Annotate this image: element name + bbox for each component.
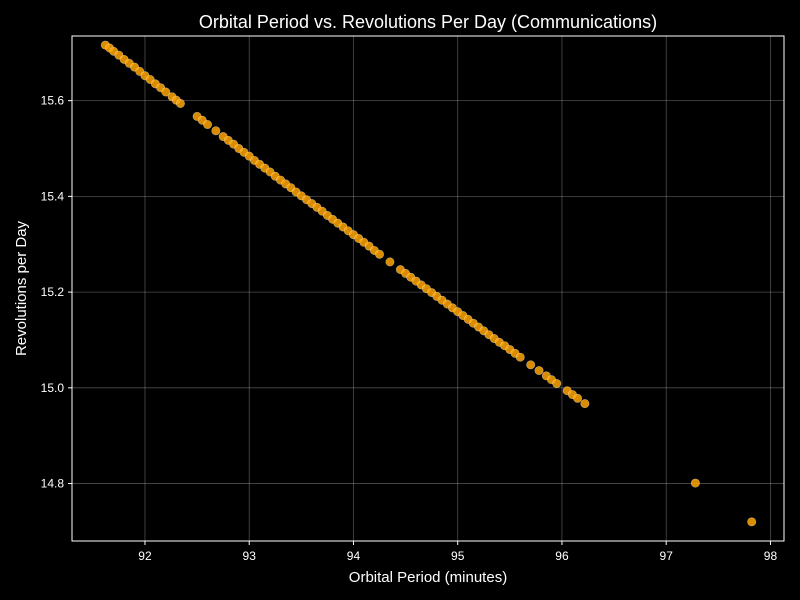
- y-tick-label: 15.6: [41, 94, 65, 108]
- data-point: [534, 366, 544, 376]
- y-tick-label: 15.4: [41, 189, 65, 203]
- data-point: [573, 393, 583, 403]
- x-tick-label: 95: [451, 549, 465, 563]
- x-tick-label: 92: [138, 549, 152, 563]
- data-point: [526, 360, 536, 370]
- data-point: [552, 379, 562, 389]
- x-tick-label: 98: [764, 549, 778, 563]
- data-point: [747, 517, 757, 527]
- y-tick-label: 14.8: [41, 477, 65, 491]
- plot-frame: [71, 35, 785, 542]
- data-point: [385, 257, 395, 267]
- x-tick-label: 93: [243, 549, 257, 563]
- grid-lines: [72, 36, 784, 541]
- data-point: [211, 126, 221, 136]
- chart-title: Orbital Period vs. Revolutions Per Day (…: [199, 12, 657, 32]
- data-point: [161, 87, 171, 97]
- y-axis-label: Revolutions per Day: [13, 220, 30, 356]
- x-tick-label: 94: [347, 549, 361, 563]
- data-point: [515, 352, 525, 362]
- data-points: [100, 40, 757, 527]
- y-tick-label: 15.0: [41, 381, 65, 395]
- x-tick-label: 97: [660, 549, 674, 563]
- data-point: [203, 120, 213, 130]
- y-tick-label: 15.2: [41, 285, 65, 299]
- data-point: [690, 478, 700, 488]
- x-tick-label: 96: [555, 549, 569, 563]
- data-point: [580, 399, 590, 409]
- data-point: [375, 249, 385, 259]
- data-point: [175, 98, 185, 108]
- axis-ticks: 92 93 94 95 96 97 98 14.8 15.0 15.2 15.4 15.6: [41, 94, 778, 563]
- x-axis-label: Orbital Period (minutes): [349, 569, 507, 586]
